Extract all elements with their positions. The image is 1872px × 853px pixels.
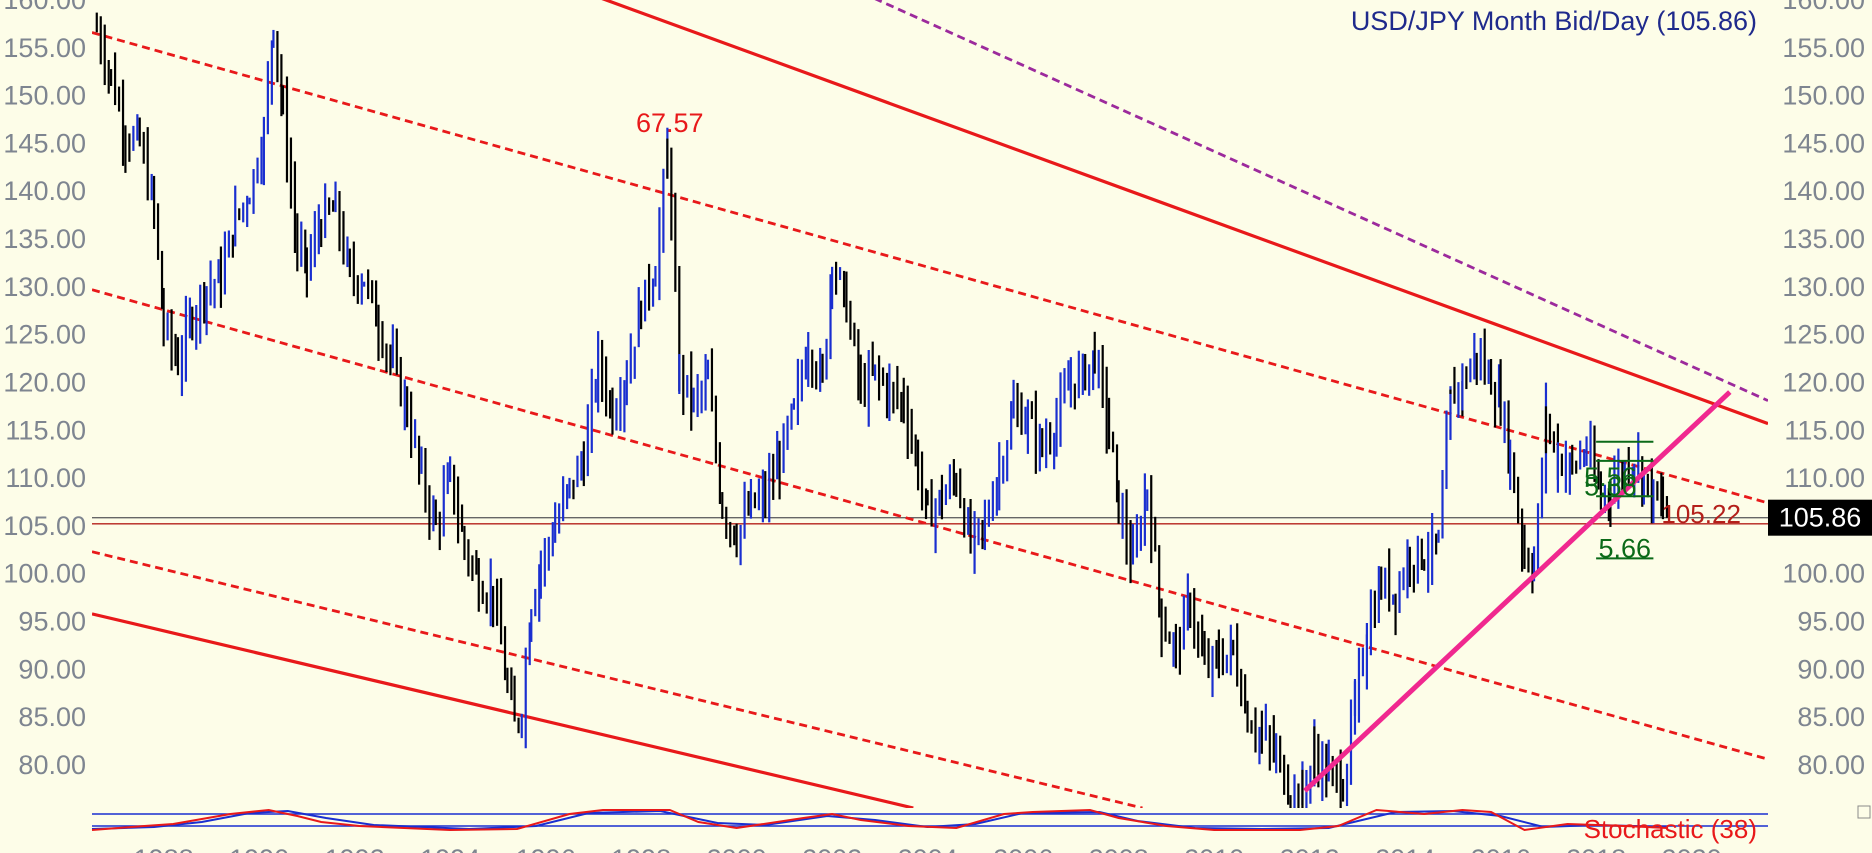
y-tick-left: 145.00 [3,128,86,158]
channel-line [92,288,1768,761]
x-tick: 2016 [1471,844,1531,853]
x-tick: 2010 [1184,844,1244,853]
stochastic-panel [91,808,1768,832]
x-tick: 2020 [1662,844,1722,853]
y-tick-right: 125.00 [1782,320,1865,350]
scroll-handle[interactable] [1857,805,1871,819]
x-tick: 2012 [1280,844,1340,853]
annotation-label: 67.57 [636,108,704,138]
channel-line [92,550,1143,808]
x-tick: 2004 [898,844,958,853]
y-tick-right: 145.00 [1782,128,1865,158]
y-tick-left: 140.00 [3,176,86,206]
y-tick-left: 80.00 [18,750,86,780]
y-tick-right: 85.00 [1797,702,1865,732]
y-tick-left: 135.00 [3,224,86,254]
channel-line [92,31,1768,505]
x-tick: 2000 [707,844,767,853]
y-axis-right: 160.00 155.00 150.00 145.00 140.00 135.00 130.… [1782,0,1865,780]
y-tick-right: 135.00 [1782,224,1865,254]
fib-levels [1596,440,1654,560]
y-tick-right: 140.00 [1782,176,1865,206]
x-tick: 2002 [802,844,862,853]
x-tick: 2018 [1566,844,1626,853]
y-tick-right: 115.00 [1784,415,1865,445]
stochastic-fast-line [91,808,1668,832]
x-tick: 1990 [229,844,289,853]
x-tick: 2008 [1089,844,1149,853]
chart-title: USD/JPY Month Bid/Day (105.86) [1351,6,1757,36]
annotation-label: 5.66 [1598,533,1651,563]
x-tick: 1998 [611,844,671,853]
price-bars [95,12,1669,808]
x-tick: 1994 [420,844,480,853]
y-tick-left: 130.00 [3,272,86,302]
trend-line-group [1303,390,1732,793]
trend-line [1303,390,1732,793]
x-tick: 2006 [993,844,1053,853]
y-tick-left: 105.00 [3,511,86,541]
horizontal-levels [92,517,1768,525]
y-tick-right: 155.00 [1782,33,1865,63]
regression-channel [92,0,1768,808]
annotation-label: 5.56 [1584,462,1637,492]
stochastic-slow-line [91,809,1668,831]
y-tick-left: 110.00 [5,463,86,493]
annotation-label: 5.66 [1584,471,1637,501]
y-tick-right: 95.00 [1797,607,1865,637]
y-tick-left: 155.00 [3,33,86,63]
y-tick-right: 130.00 [1782,272,1865,302]
x-tick: 1988 [134,844,194,853]
x-tick: 1992 [325,844,385,853]
y-tick-right: 100.00 [1782,559,1865,589]
y-tick-left: 125.00 [3,320,86,350]
annotation-label: 105.22 [1661,499,1741,529]
last-price-box [1768,499,1872,536]
y-tick-left: 115.00 [5,415,86,445]
y-tick-right: 160.00 [1782,0,1865,15]
y-tick-right: 90.00 [1797,654,1865,684]
y-tick-left: 95.00 [18,607,86,637]
channel-line [601,0,1768,426]
y-tick-left: 120.00 [3,367,86,397]
y-tick-left: 85.00 [18,702,86,732]
x-axis: 1988 1990 1992 1994 1996 1998 2000 2002 2004 2006… [134,844,1722,853]
y-tick-right: 80.00 [1797,750,1865,780]
y-tick-right: 110.00 [1784,463,1865,493]
y-tick-right: 120.00 [1782,367,1865,397]
y-tick-right: 150.00 [1782,81,1865,111]
x-tick: 1996 [516,844,576,853]
y-tick-left: 100.00 [3,559,86,589]
y-axis-left: 160.00 155.00 150.00 145.00 140.00 135.00 130.… [3,0,86,780]
last-price-value: 105.86 [1779,503,1862,533]
y-tick-left: 160.00 [3,0,86,15]
channel-line [92,612,914,808]
y-tick-left: 90.00 [18,654,86,684]
stochastic-label: Stochastic (38) [1584,814,1757,844]
y-tick-left: 150.00 [3,81,86,111]
last-price-marker: 105.86 [1768,499,1872,536]
x-tick: 2014 [1375,844,1435,853]
